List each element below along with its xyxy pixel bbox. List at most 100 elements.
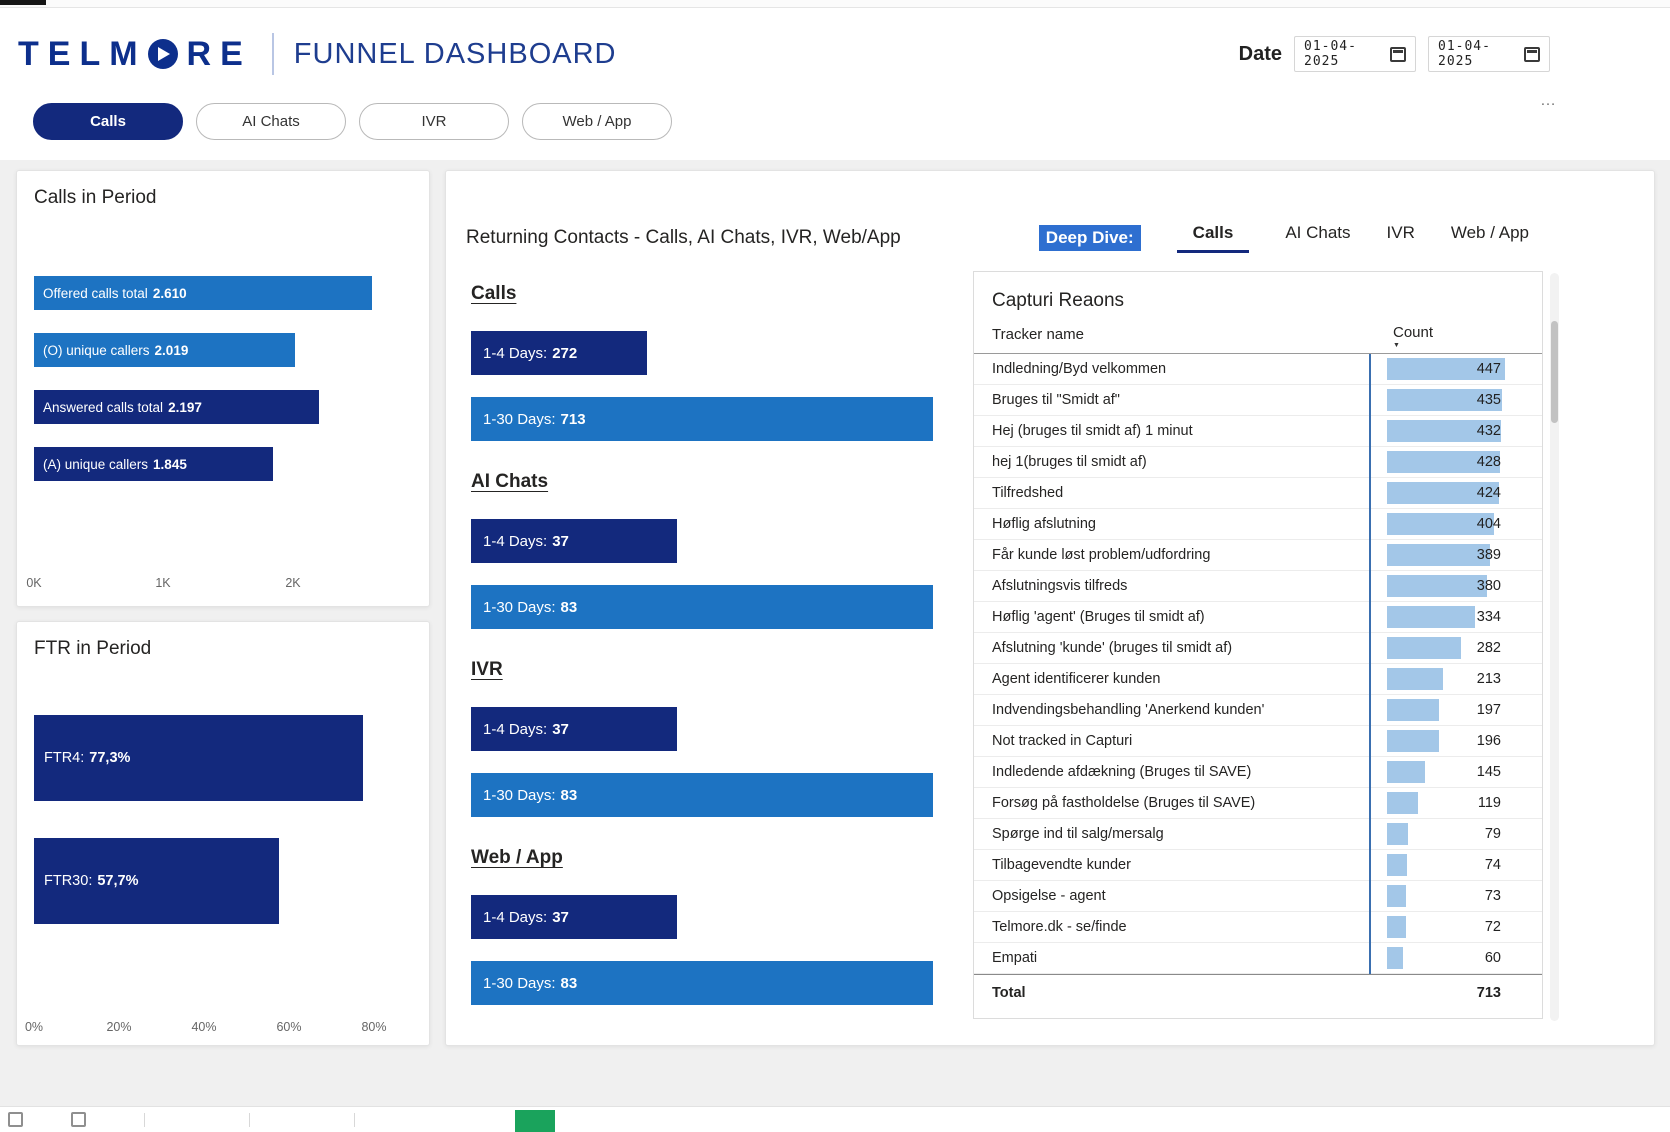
bar-label: 1-4 Days:: [483, 532, 548, 550]
bar-label: 1-4 Days:: [483, 720, 548, 738]
bar-answered-calls-total[interactable]: Answered calls total 2.197: [34, 390, 319, 424]
section-web-app: Web / App 1-4 Days: 37 1-30 Days: 83: [471, 847, 933, 1005]
count-bar: [1387, 575, 1488, 597]
returning-contacts-card: Returning Contacts - Calls, AI Chats, IV…: [445, 170, 1655, 1046]
bar-1-4-days[interactable]: 1-4 Days: 37: [471, 895, 677, 939]
x-tick: 2K: [285, 576, 301, 590]
active-page-tab[interactable]: [515, 1110, 555, 1132]
table-row[interactable]: Høflig afslutning 404: [974, 509, 1542, 540]
table-row[interactable]: Spørge ind til salg/mersalg 79: [974, 819, 1542, 850]
page-title: FUNNEL DASHBOARD: [293, 37, 617, 70]
capturi-title: Capturi Reaons: [992, 290, 1125, 311]
table-row[interactable]: Tilfredshed 424: [974, 478, 1542, 509]
table-row[interactable]: Empati 60: [974, 943, 1542, 974]
table-row[interactable]: Telmore.dk - se/finde 72: [974, 912, 1542, 943]
date-to-input[interactable]: 01-04-2025: [1428, 36, 1550, 72]
count-value: 79: [1484, 826, 1501, 842]
table-row[interactable]: Høflig 'agent' (Bruges til smidt af) 334: [974, 602, 1542, 633]
deep-dive-tab-ai-chats[interactable]: AI Chats: [1285, 223, 1351, 242]
bar-1-4-days[interactable]: 1-4 Days: 37: [471, 707, 677, 751]
table-header: Tracker name Count ▼: [974, 324, 1542, 354]
bar-o-unique-callers[interactable]: (O) unique callers 2.019: [34, 333, 296, 367]
ftr-in-period-title: FTR in Period: [34, 638, 152, 659]
tab-ai-chats[interactable]: AI Chats: [196, 103, 346, 140]
table-row[interactable]: hej 1(bruges til smidt af) 428: [974, 447, 1542, 478]
count-cell: 74: [1385, 850, 1542, 880]
table-row[interactable]: Not tracked in Capturi 196: [974, 726, 1542, 757]
tracker-name: Får kunde løst problem/udfordring: [992, 547, 1211, 563]
table-row[interactable]: Opsigelse - agent 73: [974, 881, 1542, 912]
column-header-count-label: Count: [1393, 324, 1434, 341]
table-row[interactable]: Agent identificerer kunden 213: [974, 664, 1542, 695]
section-ai-chats: AI Chats 1-4 Days: 37 1-30 Days: 83: [471, 471, 933, 629]
deep-dive-tab-calls[interactable]: Calls: [1176, 223, 1250, 253]
tab-separator: [144, 1112, 145, 1127]
count-value: 435: [1476, 392, 1501, 408]
deep-dive-tab-ivr[interactable]: IVR: [1386, 223, 1415, 242]
count-bar: [1387, 637, 1462, 659]
page-nav-icon[interactable]: [8, 1112, 23, 1127]
more-options-icon[interactable]: …: [1540, 92, 1556, 109]
table-row[interactable]: Indledende afdækning (Bruges til SAVE) 1…: [974, 757, 1542, 788]
count-bar: [1387, 699, 1439, 721]
table-row[interactable]: Afslutningsvis tilfreds 380: [974, 571, 1542, 602]
scrollbar[interactable]: [1550, 273, 1559, 1021]
count-value: 74: [1484, 857, 1501, 873]
bar-1-4-days[interactable]: 1-4 Days: 37: [471, 519, 677, 563]
bar-1-30-days[interactable]: 1-30 Days: 713: [471, 397, 933, 441]
table-row[interactable]: Får kunde løst problem/udfordring 389: [974, 540, 1542, 571]
table-row[interactable]: Afslutning 'kunde' (bruges til smidt af)…: [974, 633, 1542, 664]
date-filter: Date 01-04-2025 01-04-2025: [1239, 36, 1550, 72]
bar-value: 57,7%: [97, 873, 139, 889]
count-cell: 197: [1385, 695, 1542, 725]
bar-ftr30[interactable]: FTR30: 57,7%: [34, 838, 280, 924]
deep-dive-tab-web-app[interactable]: Web / App: [1450, 223, 1529, 242]
bar-a-unique-callers[interactable]: (A) unique callers 1.845: [34, 447, 273, 481]
tracker-name: hej 1(bruges til smidt af): [992, 454, 1147, 470]
count-cell: 60: [1385, 943, 1542, 973]
table-row[interactable]: Indledning/Byd velkommen 447: [974, 354, 1542, 385]
bar-value: 2.610: [152, 285, 187, 301]
bar-1-30-days[interactable]: 1-30 Days: 83: [471, 773, 933, 817]
count-cell: 447: [1385, 354, 1542, 384]
tab-calls[interactable]: Calls: [33, 103, 183, 140]
tracker-name: Høflig 'agent' (Bruges til smidt af): [992, 609, 1205, 625]
bar-1-30-days[interactable]: 1-30 Days: 83: [471, 961, 933, 1005]
returning-contacts-title: Returning Contacts - Calls, AI Chats, IV…: [466, 227, 901, 248]
column-header-tracker-name[interactable]: Tracker name: [992, 326, 1084, 343]
count-cell: 119: [1385, 788, 1542, 818]
count-value: 282: [1476, 640, 1501, 656]
count-bar: [1387, 730, 1439, 752]
bar-1-30-days[interactable]: 1-30 Days: 83: [471, 585, 933, 629]
bar-value: 37: [552, 908, 569, 926]
header: TELM RE FUNNEL DASHBOARD Date 01-04-2025…: [0, 8, 1670, 160]
bar-label: 1-30 Days:: [483, 410, 556, 428]
date-from-input[interactable]: 01-04-2025: [1294, 36, 1416, 72]
table-row[interactable]: Hej (bruges til smidt af) 1 minut 432: [974, 416, 1542, 447]
table-row[interactable]: Indvendingsbehandling 'Anerkend kunden' …: [974, 695, 1542, 726]
table-row[interactable]: Forsøg på fastholdelse (Bruges til SAVE)…: [974, 788, 1542, 819]
count-value: 145: [1476, 764, 1501, 780]
count-value: 196: [1476, 733, 1501, 749]
table-row[interactable]: Tilbagevendte kunder 74: [974, 850, 1542, 881]
tab-ivr[interactable]: IVR: [359, 103, 509, 140]
bar-value: 272: [552, 344, 578, 362]
bar-ftr4[interactable]: FTR4: 77,3%: [34, 715, 363, 801]
bar-value: 37: [552, 532, 569, 550]
page-list-icon[interactable]: [71, 1112, 86, 1127]
bar-1-4-days[interactable]: 1-4 Days: 272: [471, 331, 648, 375]
scrollbar-thumb[interactable]: [1551, 321, 1558, 423]
page-tabs-strip: [0, 1106, 1670, 1132]
count-cell: 145: [1385, 757, 1542, 787]
chrome-corner: [0, 0, 46, 5]
column-header-count[interactable]: Count ▼: [1385, 324, 1542, 349]
total-count-cell: 713: [1385, 975, 1542, 1010]
bar-offered-calls-total[interactable]: Offered calls total 2.610: [34, 276, 372, 310]
tracker-name: Agent identificerer kunden: [992, 671, 1161, 687]
x-tick: 20%: [106, 1020, 132, 1034]
tab-web-app[interactable]: Web / App: [522, 103, 672, 140]
tracker-name: Indledning/Byd velkommen: [992, 361, 1167, 377]
count-value: 432: [1476, 423, 1501, 439]
x-axis: 0K 1K 2K: [26, 576, 372, 592]
table-row[interactable]: Bruges til "Smidt af" 435: [974, 385, 1542, 416]
